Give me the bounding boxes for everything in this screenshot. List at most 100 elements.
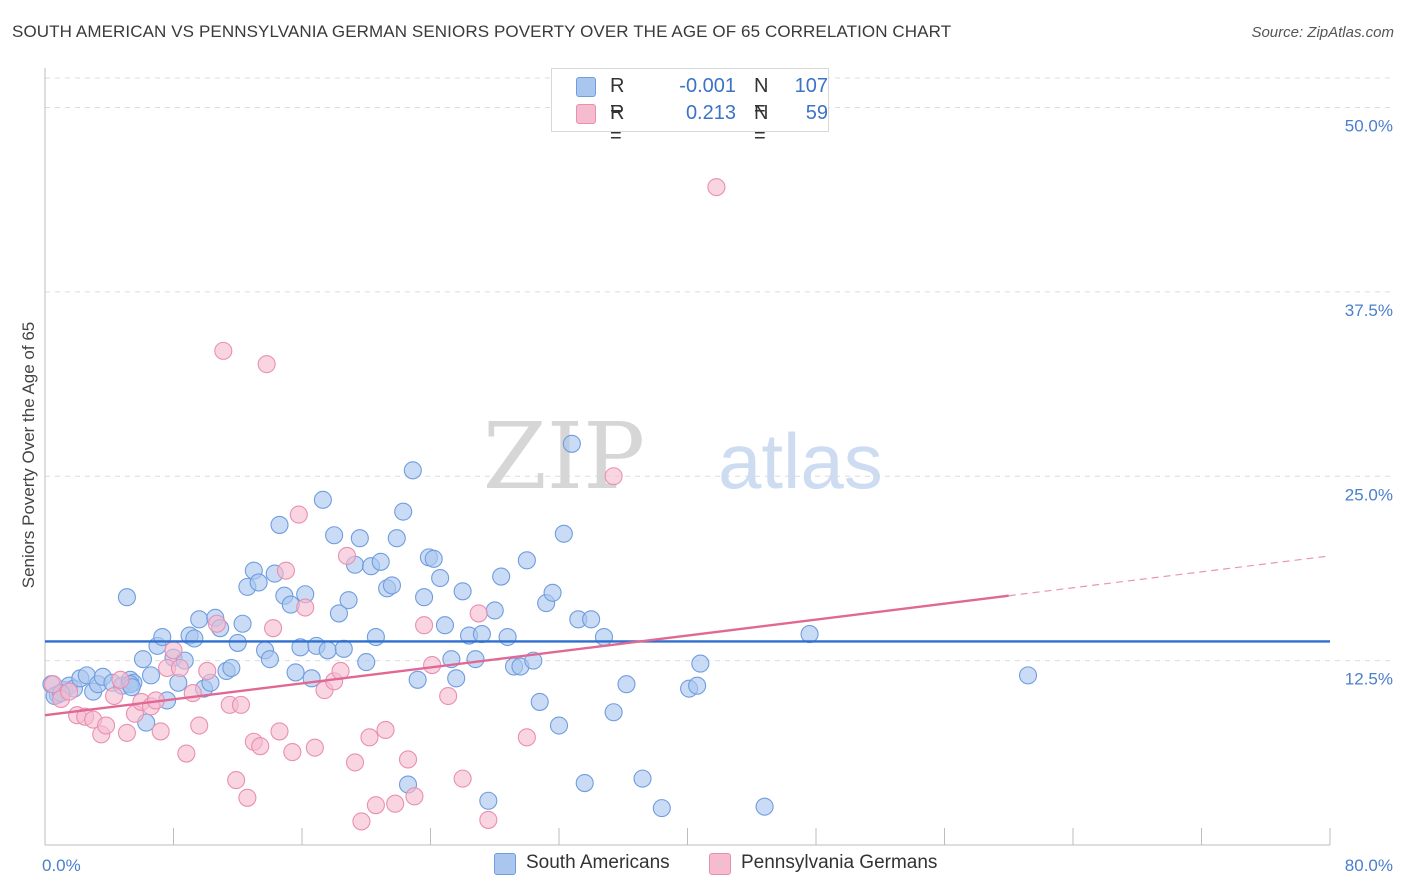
data-point — [117, 588, 136, 607]
data-point — [485, 601, 504, 620]
data-point — [249, 573, 268, 592]
data-point — [190, 610, 209, 629]
data-point — [408, 670, 427, 689]
x-tick-label-max: 80.0% — [1345, 856, 1393, 875]
legend-r-value: -0.001 — [679, 75, 736, 97]
y-axis-label: Seniors Poverty Over the Age of 65 — [19, 322, 38, 588]
data-point — [183, 684, 202, 703]
data-point — [329, 604, 348, 623]
data-point — [105, 686, 124, 706]
data-point — [554, 524, 573, 543]
data-point — [264, 619, 283, 638]
data-point — [549, 716, 569, 735]
data-point — [238, 788, 257, 807]
data-point — [382, 576, 402, 595]
data-point — [43, 675, 63, 694]
trend-line-pennsylvania-germans-extension — [1008, 555, 1331, 597]
data-point — [207, 614, 226, 633]
data-point — [562, 434, 581, 453]
data-point — [688, 676, 707, 695]
data-point — [403, 461, 422, 480]
legend-swatch-pink — [576, 104, 596, 124]
data-point — [251, 737, 270, 756]
data-point — [198, 661, 217, 681]
legend-n-label: N = — [754, 102, 769, 147]
data-point — [357, 653, 376, 672]
correlation-legend: R = -0.001 N = 107 R = 0.213 N = 59 — [551, 68, 829, 147]
data-point — [185, 629, 204, 648]
points-pennsylvania-germans — [43, 178, 726, 831]
axes — [44, 68, 1331, 846]
data-point — [286, 663, 305, 682]
data-point — [270, 515, 289, 534]
data-point — [260, 650, 279, 669]
data-point — [227, 771, 246, 790]
series-label: South Americans — [526, 852, 670, 873]
y-tick-label: 25.0% — [1345, 485, 1393, 504]
chart-title: SOUTH AMERICAN VS PENNSYLVANIA GERMAN SE… — [12, 22, 952, 41]
legend-n-value: 59 — [805, 102, 828, 124]
data-point — [214, 341, 233, 360]
data-point — [111, 670, 130, 689]
data-point — [394, 502, 413, 521]
data-point — [96, 716, 116, 735]
data-point — [398, 750, 418, 769]
data-point — [479, 810, 498, 829]
data-point — [386, 794, 405, 813]
y-tick-labels: 12.5% 25.0% 37.5% 50.0% — [1345, 117, 1393, 689]
data-point — [325, 526, 344, 545]
data-point — [190, 716, 209, 735]
data-point — [233, 614, 252, 633]
data-point — [707, 178, 726, 197]
points-south-americans — [42, 434, 1038, 818]
data-point — [594, 627, 614, 647]
data-point — [60, 682, 79, 701]
data-point — [296, 598, 315, 617]
data-point — [469, 604, 488, 623]
data-point — [305, 738, 324, 757]
data-point — [257, 355, 276, 374]
data-point — [498, 627, 517, 647]
data-point — [334, 639, 353, 658]
data-point — [575, 773, 594, 793]
data-point — [222, 658, 241, 678]
data-point — [141, 666, 161, 685]
legend-n-value: 107 — [794, 75, 828, 97]
data-point — [431, 568, 450, 588]
data-point — [313, 490, 332, 509]
data-point — [435, 616, 455, 635]
data-point — [371, 552, 390, 571]
data-point — [517, 551, 536, 570]
legend-r-value: 0.213 — [685, 102, 736, 124]
legend-r-label: R = — [610, 75, 625, 120]
data-point — [276, 561, 295, 580]
watermark-zip: ZIP — [483, 403, 645, 510]
data-point — [755, 797, 774, 816]
data-point — [543, 583, 562, 602]
legend-r-label: R = — [610, 102, 625, 147]
data-point — [387, 529, 406, 548]
data-point — [117, 723, 136, 742]
chart-source: Source: ZipAtlas.com — [1251, 24, 1394, 41]
data-point — [352, 812, 371, 831]
data-point — [133, 650, 153, 669]
data-point — [376, 720, 395, 740]
data-point — [231, 695, 251, 714]
data-point — [423, 655, 442, 675]
y-tick-label: 37.5% — [1345, 301, 1393, 320]
data-point — [691, 654, 710, 673]
data-point — [164, 641, 183, 660]
data-point — [492, 567, 511, 586]
y-tick-label: 50.0% — [1345, 117, 1393, 136]
data-point — [318, 641, 337, 660]
data-point — [177, 744, 196, 763]
data-point — [228, 633, 247, 652]
data-point — [345, 753, 365, 772]
x-tick-label-min: 0.0% — [42, 856, 81, 875]
data-point — [170, 658, 189, 678]
data-point — [517, 728, 536, 747]
data-point — [360, 728, 379, 747]
data-point — [405, 787, 424, 806]
trend-lines — [44, 555, 1331, 717]
